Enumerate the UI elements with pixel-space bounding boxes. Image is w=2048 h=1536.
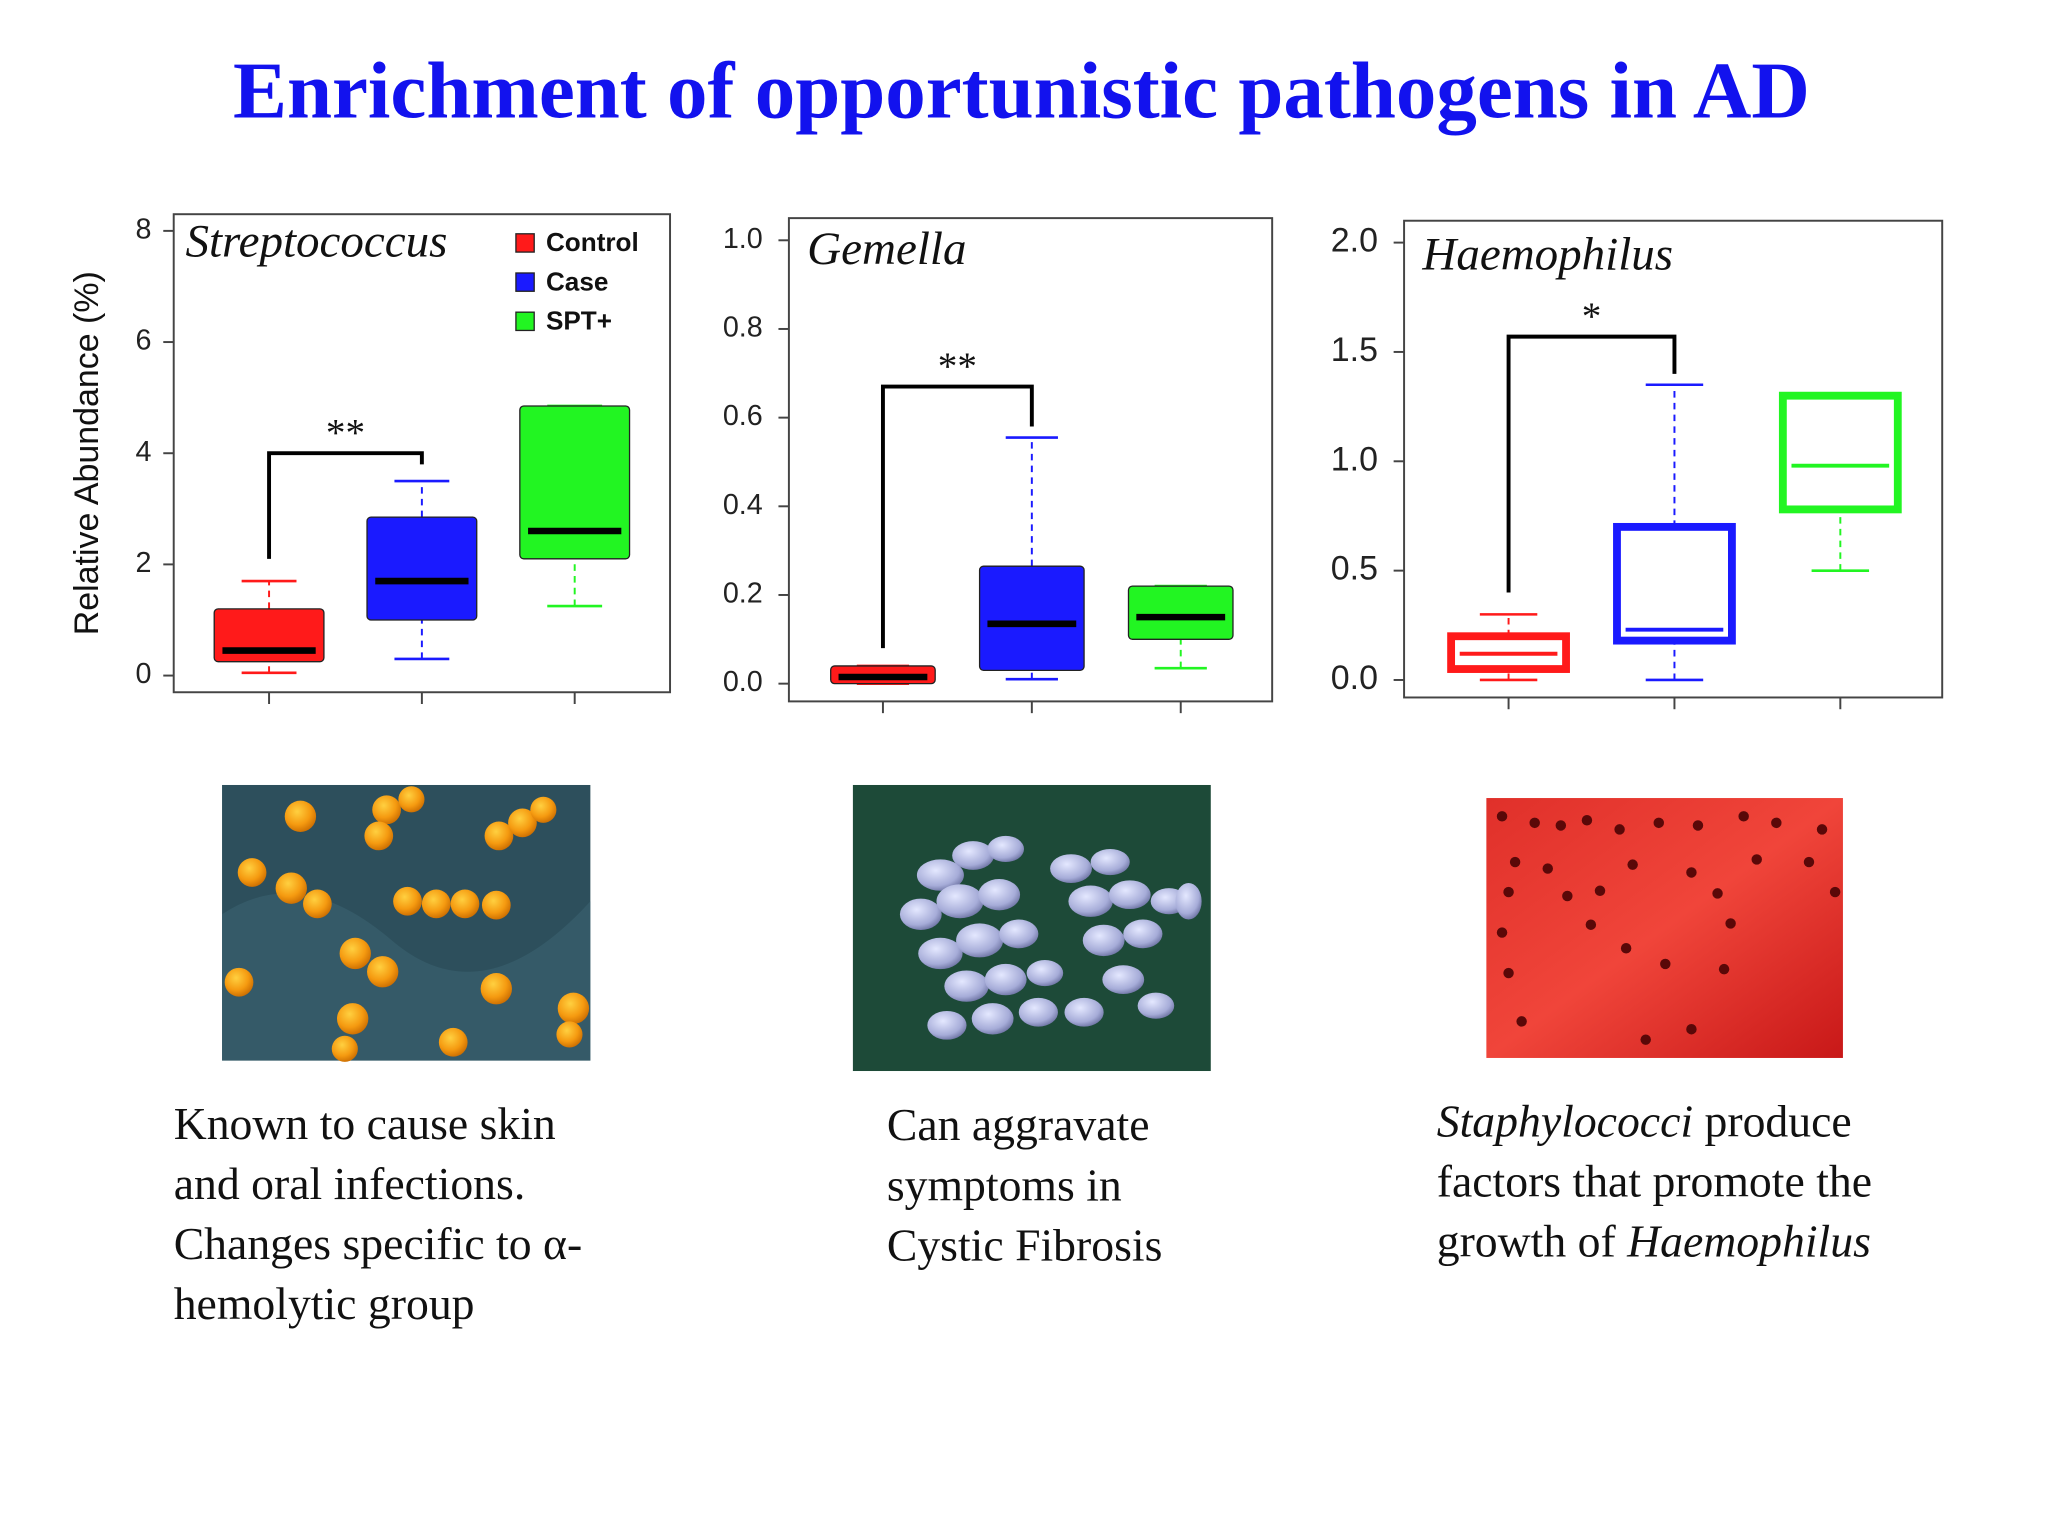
significance-label: ** bbox=[326, 411, 365, 454]
significance-bracket bbox=[267, 451, 424, 559]
box bbox=[1613, 522, 1736, 645]
caption: Staphylococci produce factors that promot… bbox=[1437, 1095, 1872, 1266]
y-tick-label: 1.5 bbox=[1331, 331, 1378, 369]
legend-swatch bbox=[515, 233, 535, 253]
plot-frame bbox=[787, 217, 1274, 703]
box bbox=[978, 565, 1085, 672]
caption-text: Can aggravate bbox=[887, 1099, 1150, 1150]
y-tick-label: 2.0 bbox=[1331, 222, 1378, 260]
captions: Known to cause skin and oral infections. C… bbox=[174, 1095, 1872, 1329]
significance-label: ** bbox=[938, 345, 977, 388]
significance-bracket bbox=[1506, 334, 1677, 593]
caption-text: Haemophilus bbox=[1626, 1215, 1871, 1266]
y-tick-label: 4 bbox=[136, 436, 152, 468]
significance-label: * bbox=[1582, 295, 1602, 338]
box bbox=[1127, 585, 1234, 640]
caption-text: symptoms in bbox=[887, 1159, 1122, 1210]
box bbox=[366, 516, 478, 621]
box bbox=[519, 405, 631, 560]
y-tick-label: 0.0 bbox=[723, 666, 763, 698]
box bbox=[1778, 391, 1902, 514]
box-chart: 0.0 0.5 1.0 1.5 2.0 Haemophilus * bbox=[1331, 219, 1944, 710]
caption-text: Known to cause skin bbox=[174, 1098, 556, 1149]
box-chart: 0 2 4 6 8 Streptococcus Relative Abundance (%)… bbox=[68, 213, 672, 704]
y-tick-label: 0.2 bbox=[723, 578, 763, 610]
legend-label: SPT+ bbox=[546, 306, 612, 336]
photo-streptococcus bbox=[222, 784, 591, 1062]
y-tick-label: 0 bbox=[136, 658, 152, 690]
plot-frame bbox=[1403, 219, 1944, 699]
y-tick-label: 0.8 bbox=[723, 312, 763, 344]
y-tick-label: 0.6 bbox=[723, 400, 763, 432]
photo-gemella bbox=[852, 784, 1211, 1072]
photo-haemophilus bbox=[1486, 798, 1843, 1058]
y-tick-label: 6 bbox=[136, 325, 152, 357]
legend-swatch bbox=[515, 272, 535, 292]
caption-text: Cystic Fibrosis bbox=[887, 1219, 1163, 1270]
caption: Can aggravate symptoms in Cystic Fibrosis bbox=[887, 1099, 1163, 1270]
y-axis-label: Relative Abundance (%) bbox=[68, 271, 106, 635]
caption-text: factors that promote the bbox=[1437, 1155, 1872, 1206]
box-chart: 0.0 0.2 0.4 0.6 0.8 1.0 Gemella ** bbox=[723, 217, 1274, 714]
caption-text: hemolytic group bbox=[174, 1278, 475, 1329]
y-tick-label: 0.0 bbox=[1331, 659, 1378, 697]
caption-text: growth of bbox=[1437, 1215, 1627, 1266]
chart-title: Haemophilus bbox=[1421, 228, 1673, 280]
caption-text: Staphylococci bbox=[1437, 1095, 1693, 1146]
y-tick-label: 2 bbox=[136, 547, 152, 579]
charts: 0 2 4 6 8 Streptococcus Relative Abundance (%)… bbox=[68, 213, 1944, 714]
caption: Known to cause skin and oral infections. C… bbox=[174, 1098, 583, 1329]
legend-label: Case bbox=[546, 266, 608, 296]
y-tick-label: 1.0 bbox=[723, 223, 763, 255]
caption-text: Changes specific to α- bbox=[174, 1218, 583, 1269]
y-tick-label: 1.0 bbox=[1331, 440, 1378, 478]
slide-title: Enrichment of opportunistic pathogens in… bbox=[233, 46, 1810, 136]
significance-bracket bbox=[880, 384, 1034, 649]
y-tick-label: 8 bbox=[136, 213, 152, 245]
chart-title: Gemella bbox=[807, 223, 966, 275]
y-tick-label: 0.5 bbox=[1331, 550, 1378, 588]
legend-label: Control bbox=[546, 227, 639, 257]
chart-title: Streptococcus bbox=[185, 215, 447, 267]
caption-text: and oral infections. bbox=[174, 1158, 526, 1209]
y-tick-label: 0.4 bbox=[723, 489, 763, 521]
caption-text: produce bbox=[1693, 1095, 1852, 1146]
legend-swatch bbox=[515, 311, 535, 332]
